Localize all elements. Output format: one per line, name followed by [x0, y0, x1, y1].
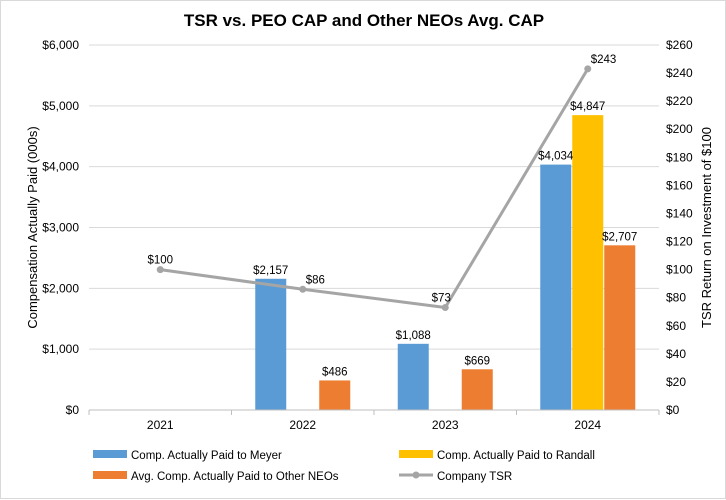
y2-tick-label: $40 — [666, 347, 686, 361]
y2-tick-label: $180 — [666, 150, 693, 164]
axes: 2021 2022 2023 2024 $0 $1,000 $2,000 $3,000 $4,0… — [25, 38, 714, 432]
y2-tick-label: $60 — [666, 319, 686, 333]
legend-label: Comp. Actually Paid to Randall — [437, 450, 595, 462]
tsr-point-2023 — [441, 304, 449, 312]
tsr-label: $100 — [147, 255, 173, 267]
legend-label: Avg. Comp. Actually Paid to Other NEOs — [131, 471, 339, 483]
y-axis-title: Compensation Actually Paid (000s) — [25, 126, 40, 328]
bars — [255, 115, 636, 410]
tsr-label: $243 — [591, 54, 617, 66]
gridlines — [89, 44, 659, 411]
data-labels: $2,157 $1,088 $4,034 $4,847 $486 $669 $2,707 $1… — [147, 54, 637, 379]
data-label: $2,707 — [602, 231, 637, 243]
tsr-point-2024 — [584, 65, 592, 73]
data-label: $4,847 — [570, 101, 605, 113]
y2-tick-label: $120 — [666, 235, 693, 249]
data-label: $486 — [322, 366, 348, 378]
legend-swatch — [93, 450, 127, 458]
bar-avg-comp-actually-paid-to-other-neos-2023 — [461, 369, 493, 410]
data-label: $669 — [464, 355, 490, 367]
bar-avg-comp-actually-paid-to-other-neos-2022 — [319, 380, 351, 410]
legend: Comp. Actually Paid to Meyer Comp. Actual… — [93, 450, 595, 483]
tsr-label: $86 — [306, 274, 325, 286]
bar-avg-comp-actually-paid-to-other-neos-2024 — [604, 245, 636, 410]
y2-tick-label: $0 — [666, 403, 680, 417]
x-tick-label: 2024 — [574, 418, 601, 432]
tsr-point-2022 — [299, 285, 307, 293]
legend-swatch — [399, 450, 433, 458]
legend-label: Company TSR — [437, 471, 512, 483]
y-tick-label: $2,000 — [42, 281, 79, 295]
tsr-line-group — [156, 65, 592, 312]
y-tick-label: $4,000 — [42, 160, 79, 174]
y2-tick-label: $200 — [666, 122, 693, 136]
chart-title: TSR vs. PEO CAP and Other NEOs Avg. CAP — [184, 11, 544, 30]
bar-comp-actually-paid-to-meyer-2023 — [397, 343, 429, 410]
y2-tick-label: $140 — [666, 206, 693, 220]
y2-axis-title: TSR Return on Investment of $100 — [699, 127, 714, 328]
data-label: $2,157 — [253, 265, 288, 277]
y2-tick-label: $160 — [666, 178, 693, 192]
data-label: $4,034 — [538, 151, 574, 163]
y2-tick-label: $240 — [666, 66, 693, 80]
x-tick-label: 2022 — [289, 418, 316, 432]
y-tick-label: $0 — [66, 403, 80, 417]
bar-comp-actually-paid-to-randall-2024 — [572, 115, 604, 410]
tsr-line — [160, 68, 590, 310]
y2-tick-label: $220 — [666, 94, 693, 108]
y-tick-label: $1,000 — [42, 342, 79, 356]
y-tick-label: $6,000 — [42, 38, 79, 52]
tsr-point-2021 — [156, 266, 164, 274]
data-label: $1,088 — [396, 330, 431, 342]
bar-comp-actually-paid-to-meyer-2022 — [255, 278, 287, 410]
legend-swatch-marker — [412, 471, 420, 479]
y2-tick-label: $20 — [666, 375, 686, 389]
y2-tick-label: $260 — [666, 38, 693, 52]
legend-label: Comp. Actually Paid to Meyer — [131, 450, 282, 462]
y2-tick-label: $80 — [666, 291, 686, 305]
tsr-label: $73 — [432, 293, 451, 305]
x-tick-label: 2021 — [147, 418, 174, 432]
bar-comp-actually-paid-to-meyer-2024 — [540, 164, 572, 410]
x-tick-label: 2023 — [432, 418, 459, 432]
y-tick-label: $5,000 — [42, 99, 79, 113]
legend-swatch — [93, 471, 127, 479]
y2-tick-label: $100 — [666, 263, 693, 277]
y-tick-label: $3,000 — [42, 221, 79, 235]
